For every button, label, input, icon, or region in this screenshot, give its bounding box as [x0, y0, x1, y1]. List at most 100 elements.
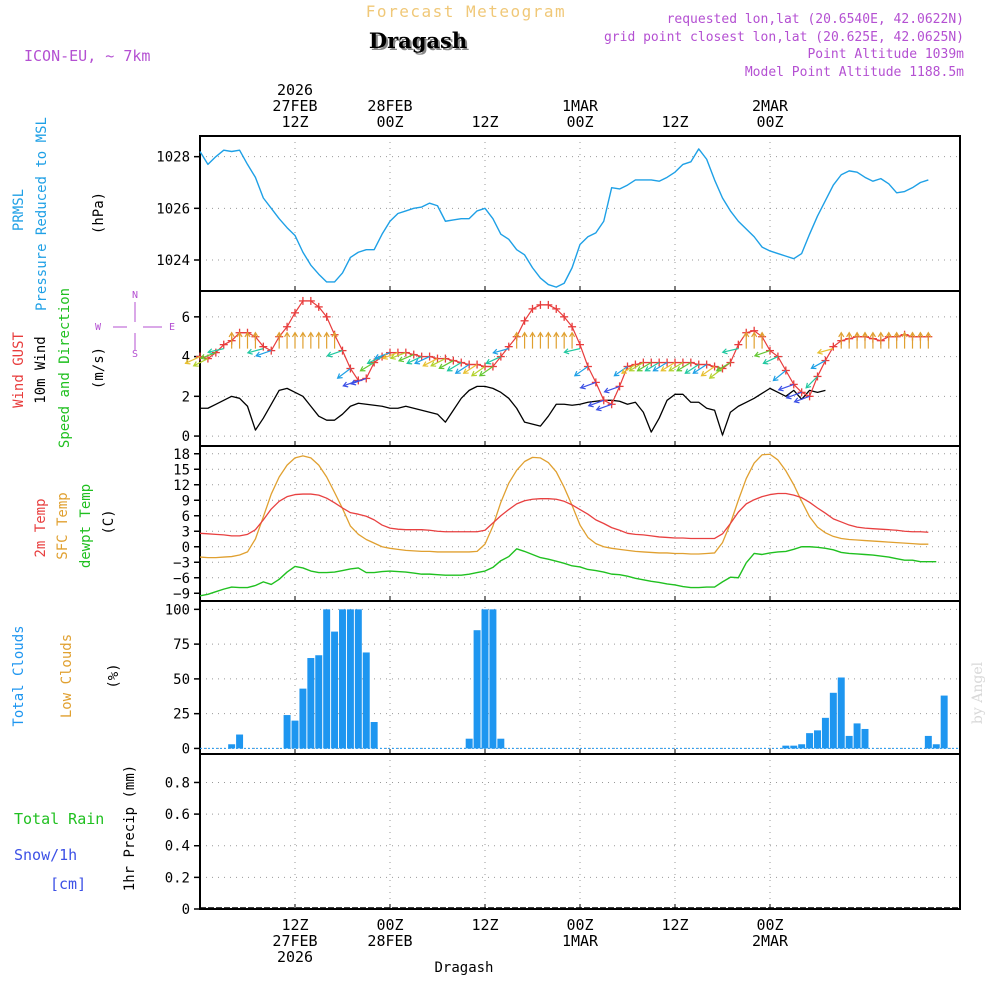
wind-frame: [199, 290, 961, 447]
wind-direction-arrow: [255, 350, 272, 357]
meteogram-title: Forecast Meteogram: [366, 2, 566, 21]
cloud-bar: [354, 609, 362, 749]
wind-ytick-label: 4: [182, 350, 190, 366]
wind-arrow-head: [291, 331, 299, 338]
bottom-time-label: 27FEB: [272, 932, 317, 950]
wind-ytick-label: 2: [182, 389, 190, 405]
temperature-ytick-label: 15: [173, 462, 190, 478]
sfc-temp-line: [199, 453, 929, 559]
wind-arrow-head: [470, 370, 477, 377]
wind-arrow-head: [708, 373, 715, 379]
wind-direction-arrow: [660, 362, 676, 372]
wind-arrow-head: [563, 348, 570, 355]
cloud-bar: [346, 609, 354, 749]
wind-direction-arrow: [479, 366, 494, 377]
wind-panel-labels: Wind GUST 10m Wind Speed and Direction (…: [11, 288, 175, 448]
bottom-time-label: 00Z: [566, 916, 593, 934]
wind-panel: 0 2 4 6: [182, 290, 961, 447]
cloud-bar: [362, 652, 370, 749]
cloud-bar: [283, 715, 291, 749]
wind-arrow-head: [350, 379, 357, 386]
wind-arrow-head: [816, 348, 823, 355]
temperature-ytick-label: 0: [182, 540, 190, 556]
top-time-label: 1MAR: [562, 97, 599, 115]
pressure-panel-labels: PRMSL Pressure Reduced to MSL (hPa): [11, 117, 107, 311]
wind-arrow-head: [521, 331, 528, 338]
wind-arrow-head: [336, 373, 343, 379]
prmsl-sub-label: Pressure Reduced to MSL: [34, 117, 50, 311]
wind-arrow-head: [668, 366, 675, 372]
wind-arrow-head: [326, 351, 333, 358]
wind-arrow-head: [207, 348, 214, 355]
top-time-label: 00Z: [756, 113, 783, 131]
snow-unit-label: [cm]: [50, 875, 86, 893]
wind-arrow-head: [397, 356, 405, 363]
bottom-time-label: 2026: [277, 948, 313, 966]
wind-direction-arrow: [422, 358, 438, 367]
wind-arrow-head: [777, 385, 784, 392]
wind-arrow-head: [276, 331, 283, 338]
top-time-label: 2MAR: [752, 97, 789, 115]
wind-direction-arrow: [486, 356, 502, 364]
wind-arrow-head: [901, 331, 908, 338]
temperature-ytick-label: −3: [173, 555, 190, 571]
cloud-bar: [798, 744, 806, 749]
wind-ytick-label: 6: [182, 310, 190, 326]
cloud-bar: [932, 744, 940, 749]
pressure-ytick-label: 1026: [156, 201, 190, 217]
wind-direction-arrow: [574, 366, 589, 377]
bottom-time-label: 2MAR: [752, 932, 789, 950]
temperature-ytick-label: −6: [173, 571, 190, 587]
wind-direction-arrow: [455, 364, 470, 374]
bottom-time-label: 12Z: [281, 916, 308, 934]
wind-direction-arrow: [811, 360, 826, 369]
prmsl-line: [199, 148, 929, 288]
cloud-bar: [370, 722, 378, 749]
top-time-label: 12Z: [281, 113, 308, 131]
wind-direction-arrow: [794, 395, 810, 403]
wind-arrow-head: [184, 358, 191, 365]
t2m-line: [199, 492, 929, 540]
clouds-ytick-label: 25: [173, 707, 190, 723]
wind-arrow-head: [359, 366, 366, 372]
wind-ytick-label: 0: [182, 429, 190, 445]
wind-arrow-head: [805, 382, 812, 389]
wind-direction-arrow: [351, 377, 367, 385]
wind-direction-arrow: [367, 356, 383, 364]
cloud-bar: [339, 609, 346, 749]
wind-direction-arrow: [604, 385, 620, 393]
cloud-bar: [307, 658, 315, 749]
wind-arrow-head: [885, 331, 892, 338]
wind-arrow-head: [758, 331, 766, 338]
wind-arrow-head: [715, 366, 722, 372]
bottom-time-label: 12Z: [471, 916, 498, 934]
wind-arrow-head: [753, 351, 760, 358]
wind-arrow-head: [595, 405, 602, 412]
wind-arrow-head: [772, 375, 779, 382]
wind-arrow-head: [810, 363, 817, 370]
temperature-ytick-label: 9: [182, 493, 190, 509]
cloud-bar: [236, 734, 244, 749]
precip-ytick-label: 0.2: [165, 870, 190, 886]
t2m-label: 2m Temp: [33, 498, 49, 557]
wind-arrow-head: [545, 331, 552, 338]
cloud-bar: [473, 630, 481, 749]
speed-direction-label: Speed and Direction: [57, 288, 73, 448]
wind-direction-arrow: [653, 362, 668, 372]
wind-direction-arrow: [327, 350, 343, 357]
wind-arrow-head: [299, 331, 307, 338]
wind-direction-arrow: [709, 368, 723, 379]
wind-arrow-head: [366, 358, 373, 365]
wind-arrow-head: [573, 370, 580, 377]
cloud-bar: [489, 609, 497, 749]
wind-direction-arrow: [374, 352, 391, 359]
wind-arrow-head: [751, 331, 758, 338]
pressure-ytick-label: 1024: [156, 253, 190, 269]
wind-arrow-head: [537, 331, 544, 338]
wind-arrow-head: [652, 366, 659, 372]
wind-arrow-head: [762, 358, 769, 365]
cloud-bar: [837, 677, 845, 749]
